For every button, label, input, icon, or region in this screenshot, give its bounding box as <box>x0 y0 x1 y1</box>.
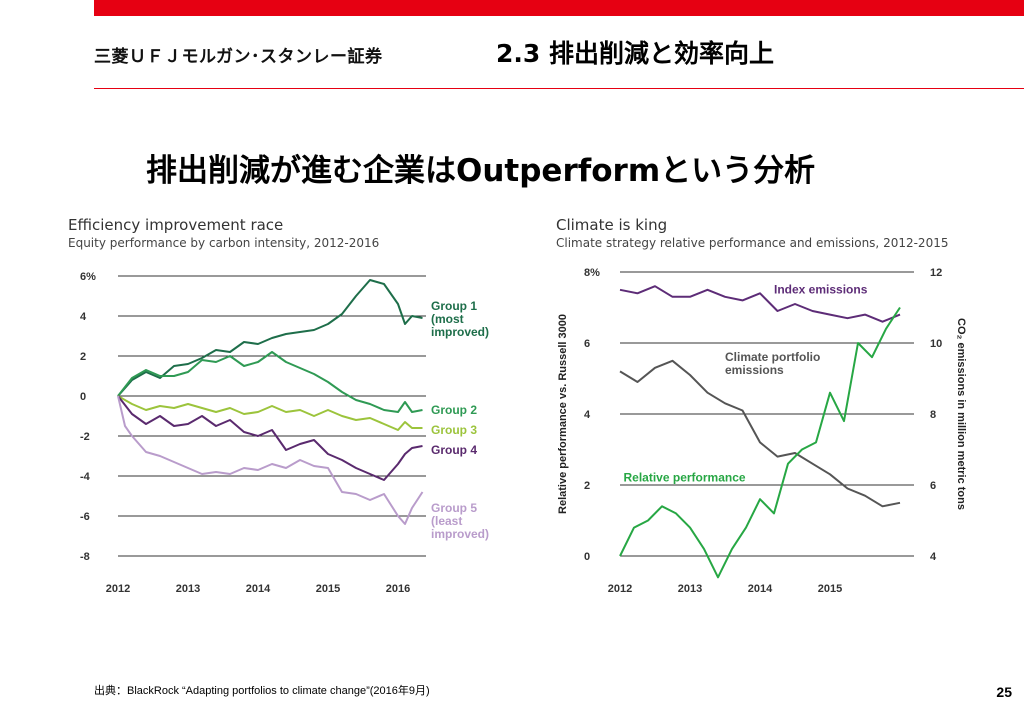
series-line-climate-portfolio-emissions <box>619 359 901 508</box>
y-tick-label: -4 <box>80 471 91 483</box>
series-label-index-emissions: Index emissions <box>774 282 868 296</box>
y-tick-label: 0 <box>584 551 590 563</box>
series-line-relative-performance <box>619 306 901 579</box>
legend-label-group-2: Group 2 <box>431 403 477 417</box>
series-line-group-5-least-improved <box>117 395 424 525</box>
series-line-group-1-most-improved <box>117 279 423 397</box>
x-tick-label: 2013 <box>678 583 702 595</box>
legend-label-group-1-most-improved: Group 1 <box>431 299 477 313</box>
y-tick-label: 4 <box>584 409 591 421</box>
x-tick-label: 2016 <box>386 583 410 595</box>
x-tick-label: 2012 <box>106 583 130 595</box>
right-chart-title: Climate is king <box>556 216 668 234</box>
efficiency-chart: 6% 4 2 0 -2 -4 -6 -8 2012 2013 2014 2015 2016 Group 1… <box>80 271 489 595</box>
series-line-group-4 <box>117 395 423 481</box>
series-label-climate-portfolio-emissions: Climate portfolio <box>725 350 820 364</box>
y-tick-label: 4 <box>80 311 87 323</box>
source-citation: 出典：BlackRock “Adapting portfolios to cli… <box>94 685 430 697</box>
series-line-group-3 <box>117 395 423 431</box>
y2-tick-label: 8 <box>930 409 936 421</box>
x-tick-label: 2015 <box>316 583 340 595</box>
y-tick-label: 2 <box>80 351 86 363</box>
y-tick-label: -6 <box>80 511 90 523</box>
y-tick-label: 8% <box>584 267 600 279</box>
series-line-index-emissions <box>619 285 901 323</box>
section-title: 2.3 排出削減と効率向上 <box>496 39 774 68</box>
legend-label-group-1-most-improved: (most <box>431 312 464 326</box>
legend-label-group-3: Group 3 <box>431 423 477 437</box>
y2-tick-label: 10 <box>930 338 942 350</box>
legend-label-group-1-most-improved: improved) <box>431 325 489 339</box>
page-number: 25 <box>996 684 1012 700</box>
y-axis-label: Relative performance vs. Russell 3000 <box>557 314 569 514</box>
x-tick-label: 2014 <box>748 583 773 595</box>
legend-label-group-5-least-improved: improved) <box>431 527 489 541</box>
y-tick-label: 0 <box>80 391 86 403</box>
y-tick-label: 6 <box>584 338 590 350</box>
left-chart-subtitle: Equity performance by carbon intensity, … <box>68 236 380 250</box>
y2-tick-label: 12 <box>930 267 942 279</box>
legend-label-group-5-least-improved: Group 5 <box>431 501 477 515</box>
series-label-relative-performance: Relative performance <box>624 470 746 484</box>
series-label-climate-portfolio-emissions: emissions <box>725 363 784 377</box>
right-chart-subtitle: Climate strategy relative performance an… <box>556 236 949 250</box>
company-logo: 三菱ＵＦＪモルガン･スタンレー証券 <box>94 47 383 67</box>
slide-headline: 排出削減が進む企業はOutperformという分析 <box>146 153 816 189</box>
y-tick-label: 6% <box>80 271 96 283</box>
y-tick-label: -8 <box>80 551 90 563</box>
y-tick-label: -2 <box>80 431 90 443</box>
x-tick-label: 2012 <box>608 583 632 595</box>
series-line-group-2 <box>117 351 423 413</box>
y2-tick-label: 6 <box>930 480 936 492</box>
legend-label-group-4: Group 4 <box>431 443 477 457</box>
left-chart-title: Efficiency improvement race <box>68 216 284 234</box>
header-divider <box>94 88 1024 89</box>
y2-tick-label: 4 <box>930 551 937 563</box>
y2-axis-label: CO₂ emissions in million metric tons <box>955 318 967 510</box>
x-tick-label: 2015 <box>818 583 842 595</box>
y-tick-label: 2 <box>584 480 590 492</box>
legend-label-group-5-least-improved: (least <box>431 514 462 528</box>
x-tick-label: 2014 <box>246 583 271 595</box>
x-tick-label: 2013 <box>176 583 200 595</box>
top-brand-bar <box>94 0 1024 16</box>
